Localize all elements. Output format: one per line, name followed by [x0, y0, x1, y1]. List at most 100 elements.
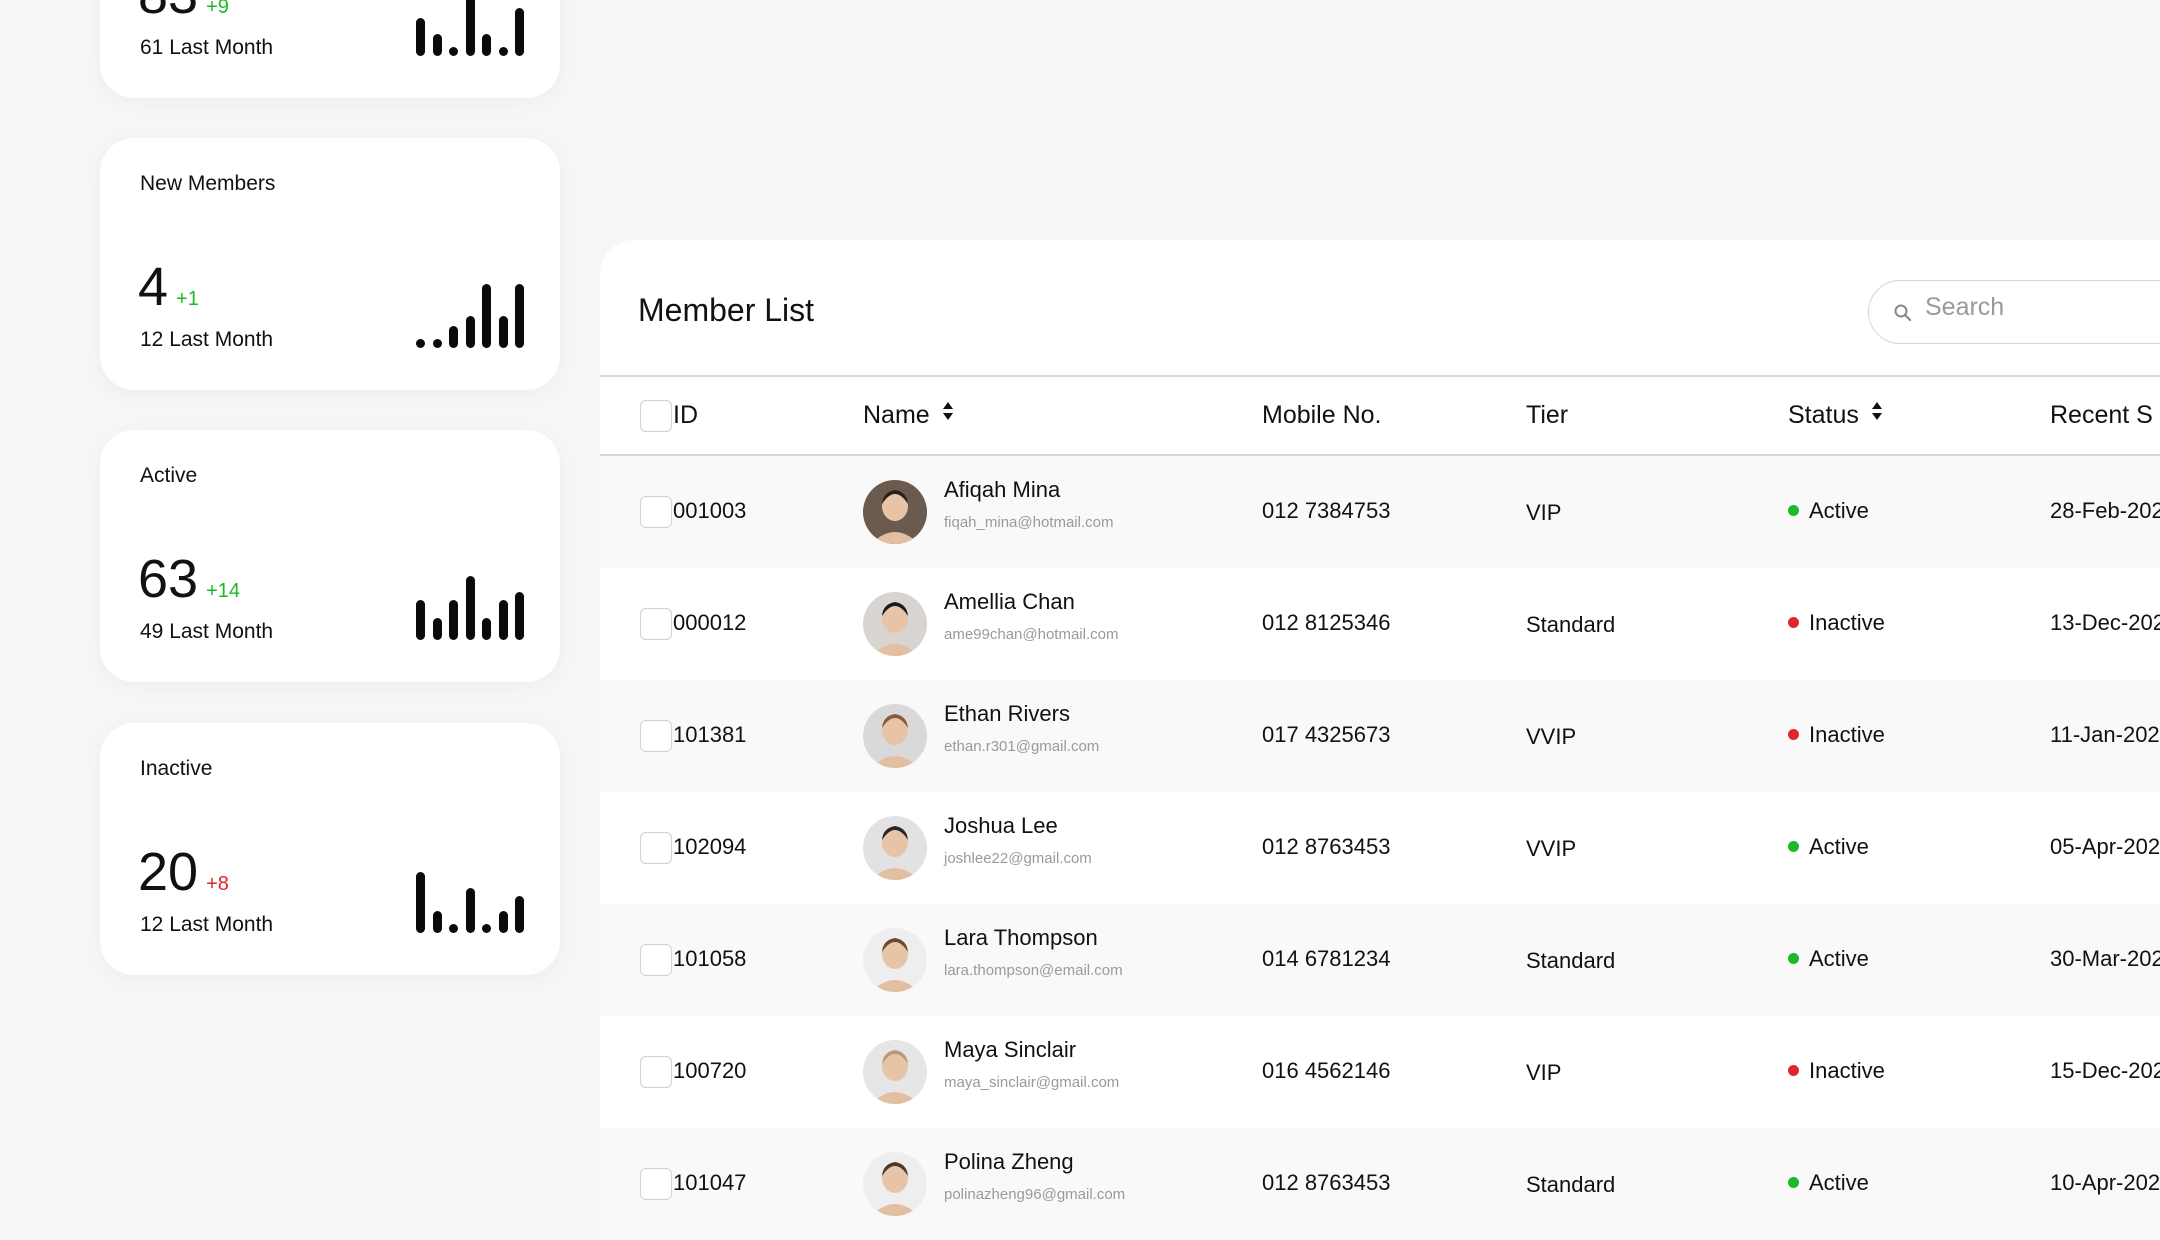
status-badge: Active — [1788, 498, 1869, 524]
column-name[interactable]: Name — [863, 401, 954, 430]
divider — [600, 375, 2160, 377]
stat-card[interactable]: Active 63 +14 49 Last Month — [100, 430, 560, 682]
search-box[interactable] — [1868, 280, 2160, 344]
member-email: fiqah_mina@hotmail.com — [944, 514, 1114, 531]
row-checkbox[interactable] — [640, 1056, 672, 1088]
stat-last-month: 12 Last Month — [140, 913, 273, 937]
row-checkbox[interactable] — [640, 608, 672, 640]
member-name[interactable]: Amellia Chan — [944, 589, 1075, 614]
member-email: polinazheng96@gmail.com — [944, 1186, 1126, 1203]
search-icon — [1894, 304, 1912, 322]
sparkline-bar — [515, 895, 524, 933]
sparkline-bar — [416, 339, 425, 348]
table-row[interactable]: 102094 Joshua Lee joshlee22@gmail.com 01… — [600, 792, 2160, 904]
stat-last-month: 12 Last Month — [140, 328, 273, 352]
stat-delta: +14 — [206, 580, 241, 602]
table-row[interactable]: 100720 Maya Sinclair maya_sinclair@gmail… — [600, 1016, 2160, 1128]
member-recent: 30-Mar-202 — [2050, 946, 2160, 971]
stat-value: 4 +1 — [138, 260, 199, 326]
sparkline-bar — [449, 325, 458, 348]
member-email: joshlee22@gmail.com — [944, 850, 1092, 867]
member-name[interactable]: Maya Sinclair — [944, 1037, 1077, 1062]
last-month-label: Last Month — [169, 620, 274, 643]
status-badge: Active — [1788, 1170, 1869, 1196]
avatar — [863, 592, 927, 656]
status-dot-icon — [1788, 953, 1799, 964]
sparkline-bar — [482, 33, 491, 56]
column-mobile: Mobile No. — [1262, 401, 1382, 429]
status-dot-icon — [1788, 729, 1799, 740]
row-checkbox[interactable] — [640, 720, 672, 752]
row-checkbox[interactable] — [640, 1168, 672, 1200]
sparkline-bar — [465, 576, 475, 640]
table-header: ID Name Mobile No. Tier Status Recent S — [600, 377, 2160, 455]
member-id: 101058 — [673, 946, 747, 971]
avatar — [863, 704, 927, 768]
stat-number: 4 — [138, 257, 169, 317]
sparkline-bar — [498, 600, 508, 640]
member-name[interactable]: Ethan Rivers — [944, 701, 1070, 726]
stat-delta: +1 — [176, 288, 199, 310]
member-mobile: 012 8763453 — [1262, 1170, 1391, 1195]
column-status[interactable]: Status — [1788, 401, 1883, 430]
last-month-label: Last Month — [169, 328, 274, 351]
sparkline-bar — [416, 600, 425, 640]
member-tier: VIP — [1526, 1060, 1562, 1085]
table-row[interactable]: 101058 Lara Thompson lara.thompson@email… — [600, 904, 2160, 1016]
member-recent: 15-Dec-202 — [2050, 1058, 2160, 1083]
status-label: Inactive — [1809, 1058, 1885, 1083]
sparkline-chart — [416, 0, 526, 56]
row-checkbox[interactable] — [640, 944, 672, 976]
search-input[interactable] — [1925, 293, 2160, 322]
table-row[interactable]: 001003 Afiqah Mina fiqah_mina@hotmail.co… — [600, 456, 2160, 568]
member-tier: VIP — [1526, 500, 1562, 525]
status-dot-icon — [1788, 1177, 1799, 1188]
member-tier: VVIP — [1526, 724, 1577, 749]
member-name[interactable]: Joshua Lee — [944, 813, 1058, 838]
sort-icon[interactable] — [1871, 401, 1883, 421]
status-label: Inactive — [1809, 610, 1885, 635]
member-recent: 05-Apr-202 — [2050, 834, 2160, 859]
avatar — [863, 1152, 927, 1216]
member-mobile: 017 4325673 — [1262, 722, 1391, 747]
stat-card[interactable]: Inactive 20 +8 12 Last Month — [100, 723, 560, 975]
last-month-label: Last Month — [169, 913, 274, 936]
sparkline-bar — [515, 592, 524, 640]
member-name[interactable]: Afiqah Mina — [944, 477, 1061, 502]
status-badge: Inactive — [1788, 1058, 1885, 1084]
member-id: 000012 — [673, 610, 747, 635]
stat-card[interactable]: 83 +9 61 Last Month — [100, 0, 560, 98]
member-mobile: 012 8763453 — [1262, 834, 1391, 859]
member-mobile: 012 7384753 — [1262, 498, 1391, 523]
row-checkbox[interactable] — [640, 496, 672, 528]
row-checkbox[interactable] — [640, 832, 672, 864]
sort-icon[interactable] — [942, 401, 954, 421]
sparkline-bar — [416, 872, 425, 933]
status-label: Active — [1809, 1170, 1869, 1195]
status-label: Active — [1809, 946, 1869, 971]
table-row[interactable]: 101047 Polina Zheng polinazheng96@gmail.… — [600, 1128, 2160, 1240]
table-row[interactable]: 000012 Amellia Chan ame99chan@hotmail.co… — [600, 568, 2160, 680]
last-month-label: Last Month — [169, 36, 274, 59]
member-id: 101381 — [673, 722, 747, 747]
sparkline-bar — [432, 33, 442, 56]
status-dot-icon — [1788, 617, 1799, 628]
stat-card[interactable]: New Members 4 +1 12 Last Month — [100, 138, 560, 390]
member-name[interactable]: Lara Thompson — [944, 925, 1098, 950]
column-tier: Tier — [1526, 401, 1569, 429]
select-all-checkbox[interactable] — [640, 400, 672, 432]
page-title: Member List — [638, 292, 815, 328]
avatar — [863, 816, 927, 880]
status-label: Active — [1809, 834, 1869, 859]
avatar — [863, 1040, 927, 1104]
member-email: maya_sinclair@gmail.com — [944, 1074, 1120, 1091]
sparkline-bar — [465, 887, 475, 933]
table-row[interactable]: 101381 Ethan Rivers ethan.r301@gmail.com… — [600, 680, 2160, 792]
stat-label: New Members — [140, 172, 276, 195]
member-tier: Standard — [1526, 948, 1616, 973]
member-name[interactable]: Polina Zheng — [944, 1149, 1074, 1174]
stat-value: 63 +14 — [138, 552, 240, 618]
sparkline-bar — [432, 617, 442, 640]
last-month-value: 12 — [140, 913, 164, 936]
member-id: 001003 — [673, 498, 747, 523]
